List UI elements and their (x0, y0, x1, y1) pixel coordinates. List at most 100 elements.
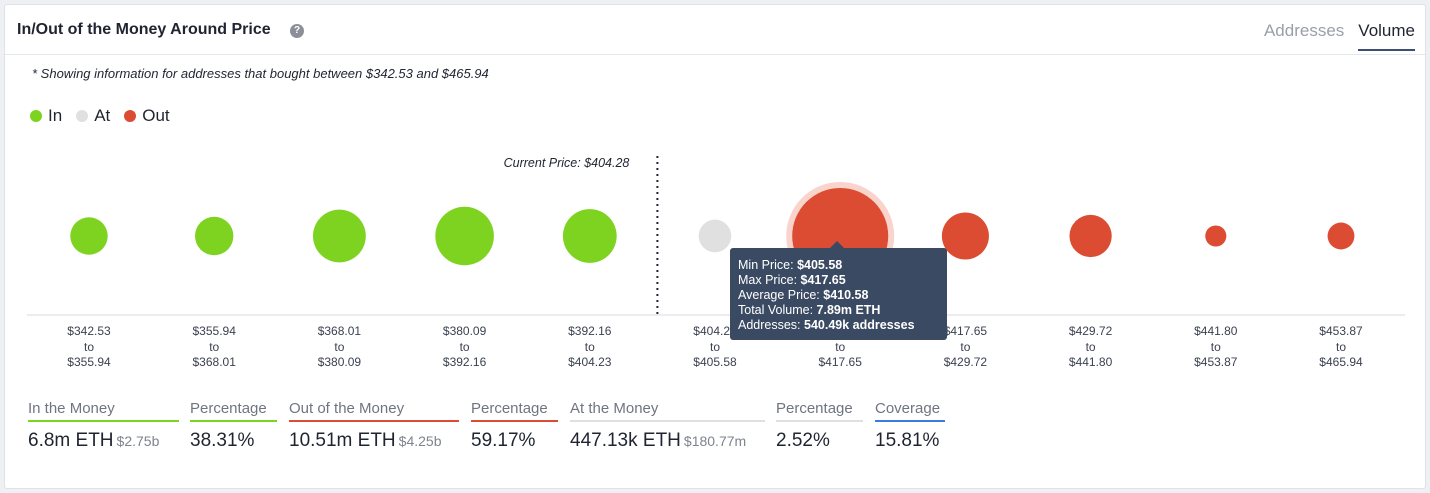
legend-item-out[interactable]: Out (124, 106, 170, 126)
stat-value: 59.17% (471, 430, 558, 452)
bubble-out (1327, 222, 1355, 250)
legend: In At Out (30, 106, 170, 126)
legend-in-dot (30, 110, 42, 122)
stat-label: Percentage (776, 400, 863, 422)
stat-value-main: 2.52% (776, 430, 830, 451)
tick-label-from: $417.65 (944, 324, 988, 338)
card-header: In/Out of the Money Around Price ? Addre… (5, 5, 1425, 55)
stat-value: 38.31% (190, 430, 277, 452)
tick-label-to: $405.58 (693, 355, 737, 369)
tick-label-to: $404.23 (568, 355, 612, 369)
tooltip-max-value: $417.65 (800, 273, 846, 287)
tick-label-to-word: to (1086, 340, 1096, 354)
stat-value-sub: $2.75b (116, 433, 160, 449)
tick-label-to-word: to (209, 340, 219, 354)
tick-label-to: $465.94 (1319, 355, 1363, 369)
stat-value-sub: $4.25b (398, 433, 442, 449)
tick-label-from: $380.09 (443, 324, 487, 338)
stat-label: Percentage (190, 400, 277, 422)
legend-out-label: Out (142, 106, 170, 125)
tick-label-to-word: to (1336, 340, 1346, 354)
tick-label-to-word: to (960, 340, 970, 354)
tab-addresses[interactable]: Addresses (1263, 21, 1345, 40)
bubble-at (698, 219, 732, 253)
stat-value-main: 447.13k ETH (570, 430, 681, 451)
bubble-in (313, 209, 366, 263)
stat-value-sub: $180.77m (683, 433, 747, 449)
stat-out-of-the-money: Out of the Money 10.51m ETH $4.25b (289, 400, 459, 452)
help-icon[interactable]: ? (290, 24, 304, 38)
view-tabs: Addresses Volume (1264, 21, 1415, 51)
tooltip-min-row: Min Price: $405.58 (738, 258, 939, 273)
tick-label-to-word: to (1211, 340, 1221, 354)
bubble-in (562, 209, 617, 263)
stat-at-percentage: Percentage 2.52% (776, 400, 863, 452)
tick-label-to-word: to (710, 340, 720, 354)
bubble-out (1205, 225, 1227, 247)
stat-label: In the Money (28, 400, 179, 422)
stat-value: 10.51m ETH $4.25b (289, 430, 459, 452)
tick-label-from: $429.72 (1069, 324, 1113, 338)
stat-value: 447.13k ETH $180.77m (570, 430, 765, 452)
bubble-tooltip: Min Price: $405.58 Max Price: $417.65 Av… (730, 241, 947, 340)
bubble-in (70, 217, 108, 255)
stat-value: 15.81% (875, 430, 945, 452)
stat-label: At the Money (570, 400, 765, 422)
tooltip-max-row: Max Price: $417.65 (738, 273, 939, 288)
legend-item-in[interactable]: In (30, 106, 62, 126)
tooltip-avg-row: Average Price: $410.58 (738, 288, 939, 303)
tooltip-min-label: Min Price: (738, 258, 794, 272)
tick-label-from: $441.80 (1194, 324, 1238, 338)
stat-value-main: 38.31% (190, 430, 255, 451)
tooltip-addr-row: Addresses: 540.49k addresses (738, 318, 939, 333)
stat-coverage: Coverage 15.81% (875, 400, 945, 452)
stat-value-main: 15.81% (875, 430, 940, 451)
stat-out-percentage: Percentage 59.17% (471, 400, 558, 452)
tick-label-to: $417.65 (819, 355, 863, 369)
tick-label-to: $441.80 (1069, 355, 1113, 369)
tooltip-avg-label: Average Price: (738, 288, 820, 302)
tooltip-vol-row: Total Volume: 7.89m ETH (738, 303, 939, 318)
tooltip-vol-label: Total Volume: (738, 303, 814, 317)
tick-label-to: $429.72 (944, 355, 988, 369)
tick-label-from: $404.23 (693, 324, 737, 338)
tick-label-from: $355.94 (193, 324, 237, 338)
stat-in-the-money: In the Money 6.8m ETH $2.75b (28, 400, 179, 452)
tick-label-to-word: to (835, 340, 845, 354)
bubble-chart: Current Price: $404.28 $342.53 to $355.94 $3… (27, 156, 1405, 369)
bubble-out (941, 212, 989, 260)
tick-label-to: $392.16 (443, 355, 487, 369)
legend-out-dot (124, 110, 137, 122)
stat-value-main: 59.17% (471, 430, 536, 451)
stat-label: Out of the Money (289, 400, 459, 422)
bubble-in (195, 216, 234, 256)
stat-in-percentage: Percentage 38.31% (190, 400, 277, 452)
stat-value-main: 6.8m ETH (28, 430, 114, 451)
tooltip-addr-label: Addresses: (738, 318, 801, 332)
tick-label-to: $453.87 (1194, 355, 1238, 369)
tick-label-to-word: to (334, 340, 344, 354)
tick-label-from: $453.87 (1319, 324, 1363, 338)
card-title: In/Out of the Money Around Price (17, 21, 271, 38)
range-note: * Showing information for addresses that… (32, 66, 489, 81)
tick-label-from: $342.53 (67, 324, 111, 338)
legend-at-dot (76, 110, 89, 122)
tooltip-addr-value: 540.49k addresses (804, 318, 915, 332)
stat-value: 6.8m ETH $2.75b (28, 430, 179, 452)
stat-at-the-money: At the Money 447.13k ETH $180.77m (570, 400, 765, 452)
tick-label-to: $368.01 (193, 355, 237, 369)
legend-in-label: In (48, 106, 63, 125)
current-price-label: Current Price: $404.28 (504, 156, 630, 170)
tick-label-to-word: to (585, 340, 595, 354)
tooltip-vol-value: 7.89m ETH (816, 303, 881, 317)
tooltip-avg-value: $410.58 (823, 288, 869, 302)
tick-label-from: $368.01 (318, 324, 362, 338)
tick-label-to: $380.09 (318, 355, 362, 369)
tick-label-to-word: to (84, 340, 94, 354)
legend-item-at[interactable]: At (76, 106, 110, 126)
tooltip-min-value: $405.58 (797, 258, 843, 272)
tick-label-to-word: to (460, 340, 470, 354)
stat-label: Percentage (471, 400, 558, 422)
tab-volume[interactable]: Volume (1358, 21, 1415, 51)
stat-value-main: 10.51m ETH (289, 430, 396, 451)
